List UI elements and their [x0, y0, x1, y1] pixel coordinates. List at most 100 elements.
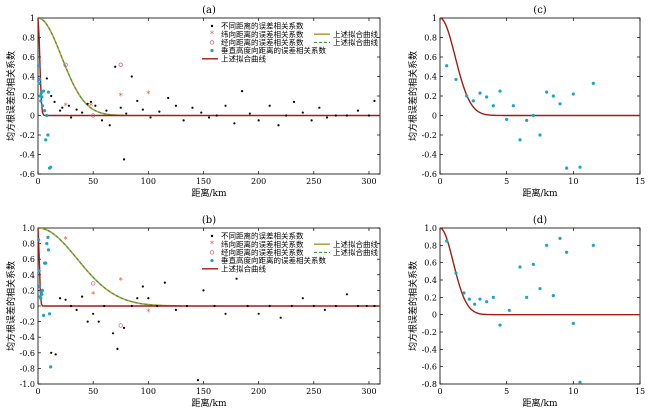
- y-tick-label: 0.2: [424, 293, 437, 302]
- data-point-black: [119, 106, 122, 109]
- data-point-vertical: [462, 291, 466, 295]
- data-point-vertical: [478, 297, 482, 301]
- data-point-vertical: [454, 77, 458, 82]
- data-point-black: [45, 77, 48, 80]
- legend-label: 上述拟合曲线: [221, 263, 266, 273]
- y-tick-label: 1.0: [22, 224, 35, 233]
- data-point-black: [108, 124, 111, 127]
- y-tick-label: -0.6: [20, 349, 35, 358]
- data-point-black: [196, 379, 200, 382]
- data-point-latitudinal: *: [119, 92, 123, 101]
- y-tick-label: 0: [432, 112, 437, 121]
- data-point-vertical: [36, 238, 41, 242]
- data-point-black: [89, 100, 93, 103]
- y-tick-label: -0.4: [422, 345, 437, 354]
- y-axis-label: 均方根误差的相关系数: [407, 51, 419, 141]
- data-point-vertical: [40, 104, 45, 108]
- legend-label: 上述拟合曲线: [333, 239, 378, 249]
- data-point-vertical: [511, 104, 515, 108]
- data-point-vertical: [578, 165, 582, 169]
- x-tick-label: 5: [504, 387, 509, 396]
- data-point-black: [122, 326, 126, 329]
- data-point-vertical: [39, 91, 43, 95]
- data-point-black: [345, 114, 349, 117]
- data-point-black: [345, 293, 349, 296]
- data-point-vertical: [545, 243, 549, 247]
- data-point-black: [58, 109, 62, 112]
- x-tick-label: 15: [635, 387, 645, 396]
- data-point-vertical: [505, 117, 509, 121]
- panel-title: (d): [533, 215, 547, 226]
- data-point-black: [156, 304, 159, 308]
- y-axis-label: 均方根误差的相关系数: [5, 51, 17, 141]
- panel-a-chart: (a) 0 50 100 150 200 250 300 -0.6 -0.4 -0.2 0 0.2 0.4…: [5, 5, 381, 199]
- data-point-black: [81, 111, 84, 114]
- data-point-black: [103, 304, 106, 308]
- data-point-longitudinal: [91, 113, 96, 118]
- data-point-vertical: [46, 133, 50, 137]
- data-point-vertical: [498, 89, 502, 93]
- legend-label: 垂直高度向距离的误差相关系数: [221, 45, 326, 55]
- data-point-black: [75, 308, 78, 311]
- legend-label: 经向距离的误差相关系数: [221, 247, 304, 257]
- x-tick-label: 0: [35, 177, 40, 186]
- plot-frame: [439, 227, 641, 385]
- data-point-vertical: [465, 94, 469, 98]
- data-point-vertical: [39, 296, 43, 300]
- data-point-black: [207, 116, 211, 119]
- y-axis-label: 均方根误差的相关系数: [407, 261, 419, 351]
- y-tick-label: 0: [432, 311, 437, 320]
- panel-title: (c): [533, 5, 547, 16]
- legend-label: 经向距离的误差相关系数: [221, 37, 304, 47]
- y-tick-label: 0: [30, 112, 35, 121]
- data-point-vertical: [49, 165, 53, 169]
- data-point-black: [191, 106, 194, 109]
- data-point-longitudinal: [118, 323, 123, 328]
- data-point-vertical: [37, 269, 41, 273]
- fit-curve-dashed: [38, 18, 124, 116]
- data-point-vertical: [591, 81, 595, 85]
- y-axis-label: 均方根误差的相关系数: [5, 261, 17, 351]
- y-tick-label: 0.4: [22, 271, 35, 280]
- data-point-vertical: [45, 242, 49, 246]
- data-point-vertical: [525, 118, 529, 122]
- data-point-black: [174, 104, 178, 107]
- x-axis-label: 距离/km: [522, 397, 557, 409]
- data-point-vertical: [478, 91, 482, 95]
- legend: 不同距离的误差相关系数* 纬向距离的误差相关系数 上述拟合曲线经向距离的误差相关系数…: [202, 21, 378, 63]
- legend-marker-dot: [210, 234, 214, 238]
- data-point-black: [224, 312, 227, 315]
- data-point-vertical: [545, 90, 549, 94]
- data-point-vertical: [473, 302, 477, 306]
- panel-title: (b): [202, 215, 216, 226]
- data-point-vertical: [538, 133, 542, 137]
- data-point-black: [136, 99, 139, 102]
- data-point-vertical: [46, 248, 51, 252]
- data-point-black: [167, 96, 170, 100]
- data-point-vertical: [578, 380, 582, 384]
- data-point-black: [116, 347, 119, 350]
- data-point-vertical: [45, 113, 49, 118]
- x-tick-label: 200: [251, 387, 266, 396]
- data-point-latitudinal: *: [64, 102, 68, 111]
- data-point-vertical: [565, 250, 569, 254]
- data-point-black: [50, 94, 53, 98]
- data-point-black: [61, 106, 64, 109]
- data-point-black: [279, 316, 282, 319]
- data-point-vertical: [36, 64, 41, 68]
- data-point-vertical: [485, 300, 489, 304]
- data-point-latitudinal: *: [146, 90, 150, 99]
- data-point-vertical: [491, 104, 495, 108]
- data-point-black: [75, 108, 78, 111]
- data-point-black: [182, 119, 185, 122]
- data-point-black: [100, 119, 104, 122]
- legend-marker-dot: [210, 24, 214, 28]
- y-tick-label: 0.8: [424, 34, 437, 43]
- y-tick-label: 0.8: [22, 34, 35, 43]
- data-point-black: [277, 124, 280, 127]
- data-point-black: [141, 108, 144, 111]
- data-point-vertical: [571, 92, 575, 96]
- legend-label: 纬向距离的误差相关系数: [221, 239, 304, 249]
- y-tick-label: -0.6: [422, 170, 437, 179]
- legend-label: 上述拟合曲线: [333, 247, 378, 257]
